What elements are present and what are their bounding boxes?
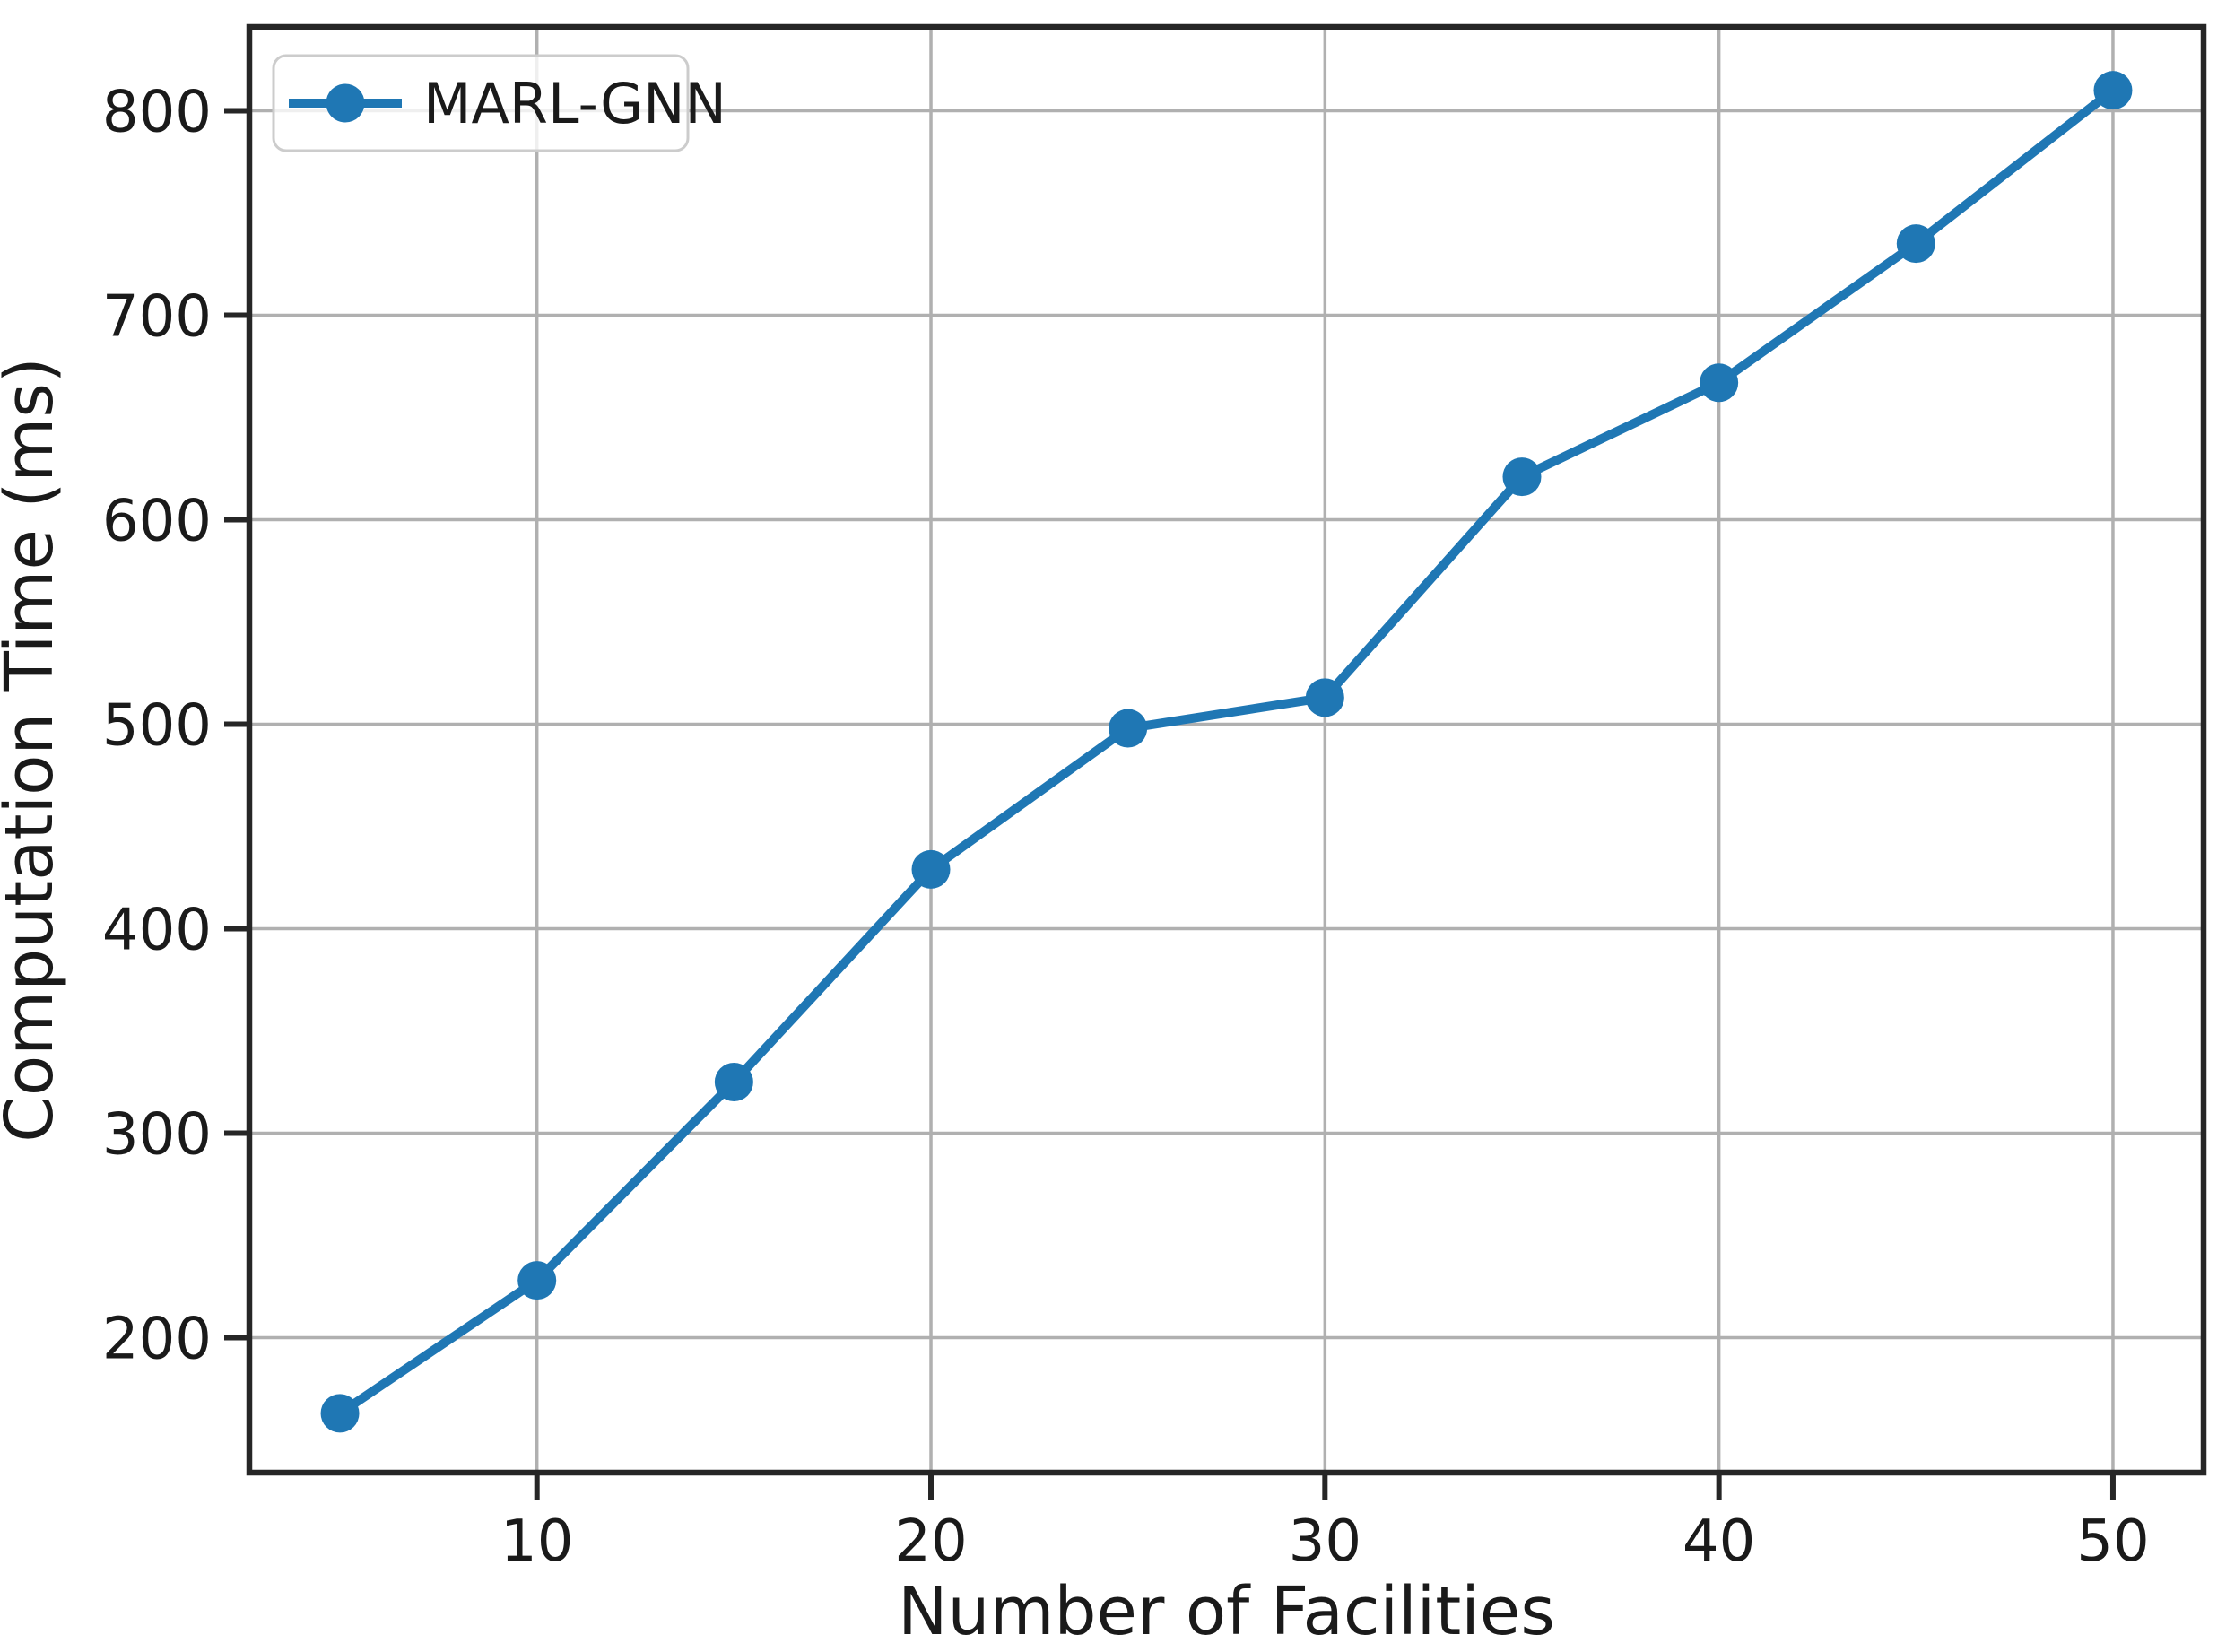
x-axis-label: Number of Facilities [898,1573,1555,1650]
y-tick-label: 500 [102,692,212,759]
legend-box [272,54,690,152]
data-series [320,71,2133,1433]
x-tick-label: 40 [1683,1509,1755,1575]
data-point [714,1063,753,1102]
data-point [1700,363,1739,403]
y-tick-label: 300 [102,1102,212,1169]
data-point [1502,457,1542,497]
y-axis-label: Computation Time (ms) [0,357,68,1143]
data-point [320,1394,360,1433]
y-tick-label: 200 [102,1307,212,1373]
data-point [1896,224,1935,264]
x-tick-label: 20 [894,1509,967,1575]
data-point [911,849,951,889]
legend-marker-icon [326,83,365,123]
tick-labels: 10 20 30 40 50 200 300 400 500 600 700 800 [102,79,2150,1575]
y-tick-label: 800 [102,79,212,145]
legend-label: MARL-GNN [423,71,726,136]
x-tick-label: 30 [1289,1509,1361,1575]
y-tick-label: 600 [102,488,212,554]
axis-ticks [224,108,2116,1500]
data-point [1305,678,1344,717]
x-tick-label: 50 [2076,1509,2149,1575]
data-point [1109,709,1148,748]
legend: MARL-GNN [272,54,726,152]
data-point [517,1261,557,1300]
plot-border [246,23,2207,1476]
y-tick-label: 700 [102,283,212,350]
data-point [2093,71,2133,110]
y-tick-label: 400 [102,898,212,964]
x-tick-label: 10 [500,1509,573,1575]
